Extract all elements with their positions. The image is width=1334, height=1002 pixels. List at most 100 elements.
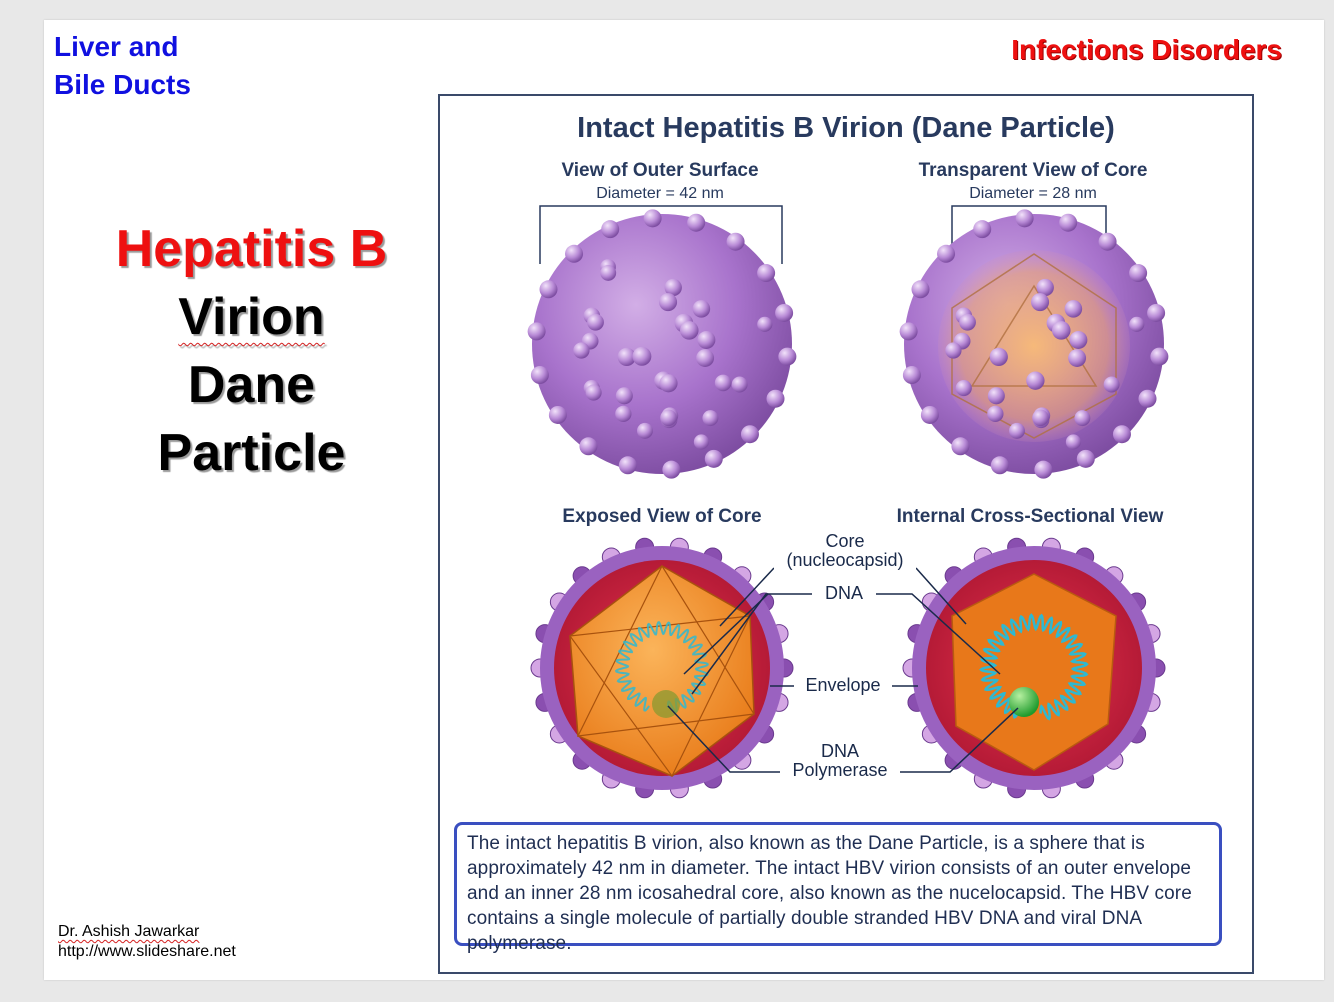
surface-protein-knob xyxy=(704,449,723,468)
surface-protein-knob xyxy=(643,209,662,228)
credit-url: http://www.slideshare.net xyxy=(58,943,236,960)
heading-line-2: Virion xyxy=(178,288,325,346)
polymerase-callout-line-1: DNA xyxy=(820,741,859,761)
surface-protein-knob xyxy=(527,322,546,341)
surface-protein-knob xyxy=(955,379,972,397)
surface-protein-knob xyxy=(945,342,962,359)
surface-protein-knob xyxy=(714,374,732,392)
surface-protein-knob xyxy=(899,322,918,341)
figure-caption: The intact hepatitis B virion, also know… xyxy=(454,822,1222,954)
surface-protein-knob xyxy=(1103,376,1120,393)
figure-title: Intact Hepatitis B Virion (Dane Particle… xyxy=(577,112,1115,144)
surface-protein-knob xyxy=(601,220,620,239)
surface-protein-knob xyxy=(1068,349,1087,367)
surface-protein-knob xyxy=(1129,316,1145,332)
credit: Dr. Ashish Jawarkar http://www.slideshar… xyxy=(58,922,236,962)
core-callout-line-2: (nucleocapsid) xyxy=(786,550,904,570)
surface-protein-knob xyxy=(632,346,652,366)
envelope-callout: Envelope xyxy=(794,676,892,695)
cross-section-title: Internal Cross-Sectional View xyxy=(896,506,1164,527)
heading-line-3: Dane xyxy=(187,356,316,414)
transparent-core-title: Transparent View of Core xyxy=(918,160,1148,181)
credit-author: Dr. Ashish Jawarkar xyxy=(58,923,200,940)
polymerase-callout-line-2: Polymerase xyxy=(792,760,888,780)
surface-protein-knob xyxy=(757,316,773,332)
surface-protein-knob xyxy=(726,232,745,251)
surface-protein-knob xyxy=(579,437,598,456)
surface-protein-knob xyxy=(659,293,678,312)
surface-protein-knob xyxy=(987,387,1005,405)
surface-protein-knob xyxy=(1026,371,1045,390)
surface-protein-knob xyxy=(959,313,976,331)
exposed-core-title: Exposed View of Core xyxy=(562,506,762,527)
surface-protein-knob xyxy=(1076,449,1095,468)
surface-protein-knob xyxy=(1147,303,1166,322)
surface-protein-knob xyxy=(687,213,706,232)
surface-protein-knob xyxy=(1059,213,1078,232)
surface-protein-knob xyxy=(990,456,1009,475)
surface-protein-knob xyxy=(775,303,794,322)
virion-illustration xyxy=(527,205,1169,799)
surface-protein-knob xyxy=(951,437,970,456)
core-callout-line-1: Core xyxy=(825,531,865,551)
heading-line-1: Hepatitis B xyxy=(115,220,388,278)
surface-protein-knob xyxy=(702,410,719,427)
surface-protein-knob xyxy=(1031,293,1050,312)
slide-heading: Hepatitis B Virion Dane Particle xyxy=(74,215,429,487)
surface-protein-knob xyxy=(1051,321,1071,340)
surface-protein-knob xyxy=(1129,264,1148,283)
surface-protein-knob xyxy=(693,434,709,450)
cross-section-virion xyxy=(902,537,1166,799)
outer-diameter-bracket xyxy=(539,205,783,264)
surface-protein-knob xyxy=(659,374,678,393)
surface-protein-knob xyxy=(1032,409,1049,427)
surface-protein-knob xyxy=(662,460,681,479)
surface-protein-knob xyxy=(937,244,956,263)
surface-protein-knob xyxy=(573,342,590,359)
surface-protein-knob xyxy=(1036,278,1054,297)
surface-protein-knob xyxy=(618,456,637,475)
surface-protein-knob xyxy=(1034,460,1053,479)
surface-protein-knob xyxy=(660,409,677,427)
topic-label: Liver and Bile Ducts xyxy=(54,28,191,104)
surface-protein-knob xyxy=(778,347,797,366)
exposed-core-virion xyxy=(530,537,794,799)
surface-protein-knob xyxy=(664,278,682,297)
surface-protein-knob xyxy=(1112,425,1131,444)
outer-surface-title: View of Outer Surface xyxy=(561,160,759,181)
heading-line-4: Particle xyxy=(157,424,346,482)
topic-line-1: Liver and xyxy=(54,31,179,62)
polymerase-callout: DNA Polymerase xyxy=(780,742,900,780)
surface-protein-knob xyxy=(1065,434,1081,450)
surface-protein-knob xyxy=(587,313,604,331)
outer-surface-virion xyxy=(527,209,797,479)
surface-protein-knob xyxy=(1098,232,1117,251)
surface-protein-knob xyxy=(615,405,632,423)
surface-protein-knob xyxy=(1009,422,1025,439)
surface-protein-knob xyxy=(615,387,633,405)
core-diameter-label: Diameter = 28 nm xyxy=(969,185,1097,202)
category-label: Infections Disorders xyxy=(1011,34,1282,65)
surface-protein-knob xyxy=(697,331,716,349)
surface-protein-knob xyxy=(692,300,711,318)
surface-protein-knob xyxy=(679,321,699,340)
virion-figure: Intact Hepatitis B Virion (Dane Particle… xyxy=(438,94,1254,974)
surface-protein-knob xyxy=(911,280,930,299)
surface-protein-knob xyxy=(585,384,602,401)
slide: Liver and Bile Ducts Infections Disorder… xyxy=(44,20,1324,980)
surface-protein-knob xyxy=(600,264,617,281)
surface-protein-knob xyxy=(530,366,549,385)
topic-line-2: Bile Ducts xyxy=(54,69,191,100)
surface-protein-knob xyxy=(1074,410,1091,427)
surface-protein-knob xyxy=(539,280,558,299)
outer-diameter-label: Diameter = 42 nm xyxy=(596,185,724,202)
surface-protein-knob xyxy=(1069,331,1088,349)
surface-protein-knob xyxy=(1064,300,1083,318)
dna-callout: DNA xyxy=(814,584,874,603)
surface-protein-knob xyxy=(696,349,715,367)
surface-protein-knob xyxy=(637,422,653,439)
surface-protein-knob xyxy=(1150,347,1169,366)
surface-protein-knob xyxy=(731,376,748,393)
surface-protein-knob xyxy=(973,220,992,239)
surface-protein-knob xyxy=(548,405,567,424)
